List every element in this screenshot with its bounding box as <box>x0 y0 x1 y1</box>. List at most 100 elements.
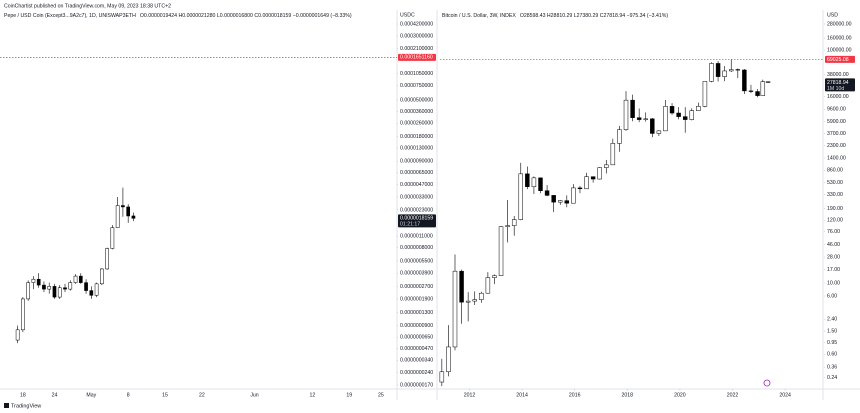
last-price-tag <box>398 214 436 228</box>
countdown: 1M 10d <box>827 86 844 92</box>
x-tick-label: 8 <box>127 392 130 398</box>
price-line-label: 0.0001651160 <box>400 55 433 61</box>
candle-body <box>656 130 662 134</box>
candle-body <box>748 90 754 92</box>
x-tick-label: 15 <box>162 392 168 398</box>
y-tick-label: 0.0000033000 <box>400 194 433 200</box>
candle-body <box>558 200 563 203</box>
candle-body <box>551 195 556 203</box>
y-tick-label: 0.0000023000 <box>400 207 433 213</box>
candle-body <box>439 371 445 383</box>
candle-body <box>36 278 41 286</box>
candle-body <box>669 106 675 114</box>
candle-body <box>479 292 484 300</box>
y-tick-label: 0.0000180000 <box>400 134 433 140</box>
y-tick-label: 0.36 <box>827 365 837 371</box>
x-tick-label: 2024 <box>779 392 791 398</box>
header: CoinChartist published on TradingView.co… <box>4 3 171 9</box>
y-tick-label: 38000.00 <box>827 72 849 78</box>
candle-body <box>459 270 464 303</box>
y-tick-label: 0.0000130000 <box>400 145 433 151</box>
axis-unit: USD <box>827 12 838 18</box>
candle-body <box>630 99 635 118</box>
candle-body <box>498 226 504 276</box>
candle-body <box>26 282 30 300</box>
candle-body <box>115 205 120 228</box>
y-tick-label: 0.24 <box>827 375 837 381</box>
candle-body <box>715 63 721 77</box>
candle-body <box>577 187 583 190</box>
candle-body <box>709 63 714 82</box>
x-tick-label: 2018 <box>622 392 634 398</box>
y-tick-label: 0.60 <box>827 352 837 358</box>
y-tick-label: 0.0000000170 <box>400 382 433 388</box>
candle-body <box>597 167 602 180</box>
x-tick-label: 18 <box>20 392 26 398</box>
y-tick-label: 0.0000011000 <box>400 234 433 240</box>
candle-body <box>472 299 477 302</box>
y-tick-label: 5900.00 <box>827 119 846 125</box>
candle-body <box>42 284 46 290</box>
x-tick-label: 2022 <box>727 392 739 398</box>
y-tick-label: 2300.00 <box>827 143 846 149</box>
candle-body <box>755 91 760 96</box>
y-tick-label: 530.00 <box>827 180 843 186</box>
x-tick-label: May <box>86 392 96 398</box>
y-tick-label: 0.0000001900 <box>400 296 433 302</box>
y-tick-label: 10.00 <box>827 280 840 286</box>
candle-body <box>78 275 83 283</box>
y-tick-label: 0.0000003900 <box>400 271 433 277</box>
price-line-tag <box>398 53 436 61</box>
candle-body <box>623 99 629 130</box>
candle-body <box>676 112 681 117</box>
last-price-tag <box>825 78 855 92</box>
candle-body <box>465 300 471 303</box>
candle-body <box>682 116 688 120</box>
candle-body <box>760 81 766 96</box>
y-tick-label: 0.0000001300 <box>400 310 433 316</box>
countdown: 01:21:17 <box>400 222 420 228</box>
candle-body <box>538 177 543 191</box>
y-tick-label: 6.00 <box>827 293 837 299</box>
y-tick-label: 0.0004200000 <box>400 21 433 27</box>
chart-title: Bitcoin / U.S. Dollar, 3W, INDEX O28598.4… <box>442 13 668 19</box>
candle-body <box>105 248 109 270</box>
y-tick-label: 0.0001050000 <box>400 71 433 77</box>
candle-body <box>765 81 771 83</box>
candle-body <box>722 70 727 77</box>
candle-body <box>57 287 62 298</box>
y-tick-label: 160000.00 <box>827 36 852 42</box>
candle-body <box>68 282 73 290</box>
candle-body <box>617 129 622 144</box>
y-tick-label: 100000.00 <box>827 47 852 53</box>
candle-body <box>610 143 616 166</box>
y-tick-label: 0.0000065000 <box>400 170 433 176</box>
chart-title: Pepe / USD Coin (Except3...9A2c7), 1D, U… <box>4 13 352 19</box>
y-tick-label: 17.00 <box>827 267 840 273</box>
candle-body <box>131 215 136 219</box>
x-tick-label: 2012 <box>464 392 476 398</box>
candle-body <box>518 173 523 220</box>
x-tick-label: 24 <box>52 392 58 398</box>
y-tick-label: 16000.00 <box>827 94 849 100</box>
candle-body <box>52 286 57 298</box>
x-tick-label: Jun <box>250 392 258 398</box>
y-tick-label: 0.95 <box>827 340 837 346</box>
symbol-title: Bitcoin / U.S. Dollar, 3W, INDEX <box>442 13 516 19</box>
y-tick-label: 0.0000005500 <box>400 258 433 264</box>
ohlc-values: O28598.43 H28810.29 L27380.29 C27818.94 … <box>520 13 669 19</box>
candle-body <box>110 227 115 249</box>
y-tick-label: 0.0002100000 <box>400 46 433 52</box>
symbol-title: Pepe / USD Coin (Except3...9A2c7), 1D, U… <box>4 13 136 19</box>
candle-body <box>505 225 510 227</box>
last-price-label: 0.0000018159 <box>400 216 433 222</box>
candle-body <box>94 283 99 296</box>
y-tick-label: 76.00 <box>827 229 840 235</box>
candle-body <box>544 190 550 196</box>
candle-body <box>531 177 537 188</box>
x-tick-label: 2020 <box>674 392 686 398</box>
y-tick-label: 0.0000090000 <box>400 159 433 165</box>
event-marker[interactable] <box>763 379 771 387</box>
candle-body <box>100 268 104 285</box>
y-tick-label: 0.0000000340 <box>400 358 433 364</box>
